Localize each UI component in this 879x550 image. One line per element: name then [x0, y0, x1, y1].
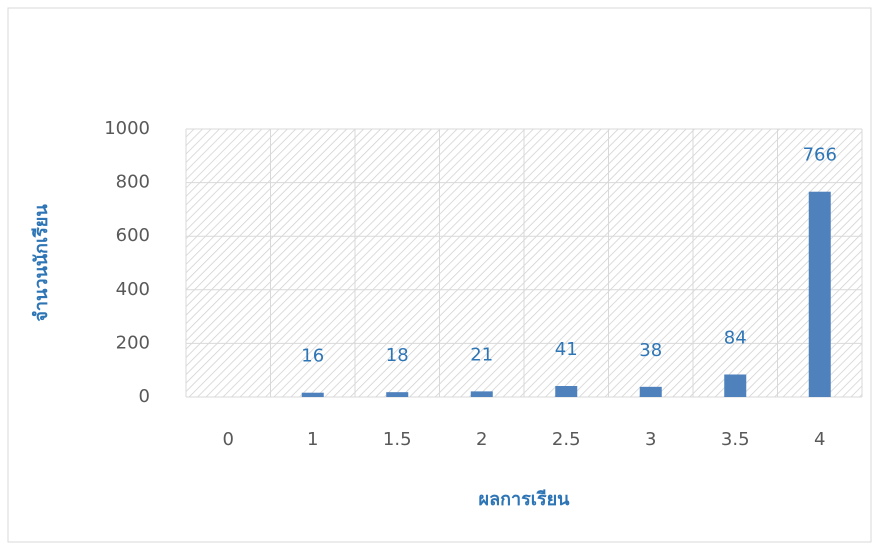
x-tick-label: 0 [223, 429, 234, 450]
x-tick-label: 1 [307, 429, 318, 450]
data-label: 18 [386, 345, 409, 366]
x-tick-label: 2 [476, 429, 487, 450]
bar [724, 374, 747, 397]
y-tick-label: 600 [116, 225, 150, 246]
bar [808, 191, 831, 397]
y-tick-label: 0 [139, 386, 150, 407]
y-tick-label: 200 [116, 332, 150, 353]
x-tick-label: 3 [645, 429, 656, 450]
data-label: 38 [639, 340, 662, 361]
y-tick-label: 1000 [104, 118, 150, 139]
x-tick-label: 2.5 [552, 429, 581, 450]
data-label: 84 [724, 327, 747, 348]
data-label: 41 [555, 339, 578, 360]
bar [470, 391, 493, 397]
bar [301, 392, 324, 397]
bar [639, 386, 662, 397]
x-tick-label: 1.5 [383, 429, 412, 450]
bar [386, 392, 409, 397]
y-tick-label: 800 [116, 172, 150, 193]
y-tick-label: 400 [116, 279, 150, 300]
data-label: 766 [803, 145, 837, 166]
data-label: 21 [470, 344, 493, 365]
x-tick-label: 3.5 [721, 429, 750, 450]
bar [555, 386, 578, 397]
data-label: 16 [301, 346, 324, 367]
x-axis-title: ผลการเรียน [479, 489, 571, 510]
x-tick-label: 4 [814, 429, 825, 450]
y-axis-title: จำนวนนักเรียน [31, 204, 52, 322]
